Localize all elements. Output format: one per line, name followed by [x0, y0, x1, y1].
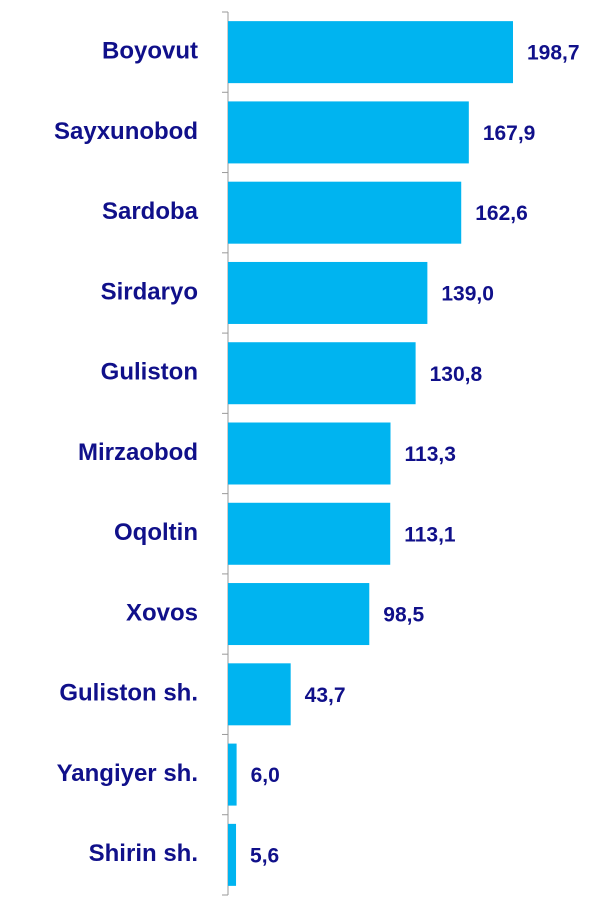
category-label: Xovos: [126, 599, 198, 626]
category-label: Sayxunobod: [54, 118, 198, 145]
value-label: 113,1: [404, 523, 456, 546]
bar: [228, 21, 513, 84]
value-label: 139,0: [441, 283, 494, 306]
value-label: 162,6: [475, 202, 528, 225]
category-label: Boyovut: [102, 37, 198, 64]
value-label: 198,7: [527, 42, 580, 65]
bar: [228, 663, 291, 726]
category-label: Guliston: [101, 359, 198, 386]
bar: [228, 101, 469, 164]
value-label: 130,8: [430, 363, 483, 386]
bar: [228, 583, 370, 646]
value-label: 113,3: [405, 443, 456, 466]
bar: [228, 422, 391, 485]
value-label: 98,5: [383, 604, 424, 627]
bar: [228, 261, 428, 324]
category-label: Sirdaryo: [101, 278, 198, 305]
value-label: 43,7: [305, 684, 346, 707]
category-label: Oqoltin: [114, 519, 198, 546]
bar: [228, 502, 391, 565]
value-label: 167,9: [483, 122, 536, 145]
value-label: 6,0: [251, 764, 280, 787]
category-label: Yangiyer sh.: [57, 760, 198, 787]
bar: [228, 743, 237, 806]
value-label: 5,6: [250, 844, 279, 867]
category-label: Mirzaobod: [78, 439, 198, 466]
bar: [228, 823, 237, 886]
category-label: Guliston sh.: [59, 680, 198, 707]
category-label: Sardoba: [102, 198, 199, 225]
category-label: Shirin sh.: [89, 840, 198, 867]
bar: [228, 181, 462, 244]
bar: [228, 342, 416, 405]
